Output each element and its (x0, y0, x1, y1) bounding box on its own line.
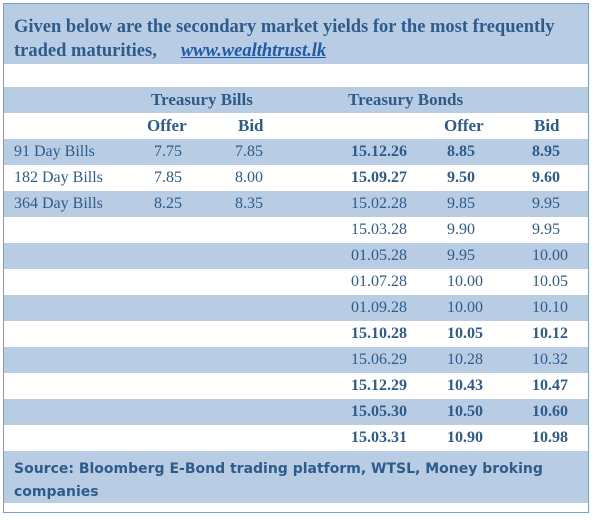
bond-maturity: 15.12.29 (351, 377, 407, 394)
table-row: 15.05.30 10.50 10.60 (4, 399, 588, 425)
bond-offer: 9.95 (447, 247, 475, 264)
spacer-row (4, 64, 588, 87)
bills-bid-header: Bid (238, 116, 264, 135)
bond-maturity: 15.06.29 (351, 351, 407, 368)
website-link[interactable]: www.wealthtrust.lk (180, 41, 327, 61)
bond-bid: 10.10 (532, 299, 568, 316)
table-row: 15.12.29 10.43 10.47 (4, 373, 588, 399)
bill-label: 91 Day Bills (14, 143, 95, 160)
bond-maturity: 15.02.28 (351, 195, 407, 212)
table-row: 15.03.31 10.90 10.98 (4, 425, 588, 451)
bill-offer: 8.25 (154, 195, 182, 212)
bond-offer: 8.85 (447, 143, 475, 160)
bond-offer: 10.00 (447, 299, 483, 316)
bond-bid: 9.95 (532, 195, 560, 212)
bond-offer: 9.85 (447, 195, 475, 212)
bond-bid: 10.00 (532, 247, 568, 264)
bond-maturity: 15.12.26 (351, 143, 407, 160)
bill-bid: 7.85 (235, 143, 263, 160)
table-header: Given below are the secondary market yie… (4, 4, 588, 64)
bond-bid: 10.12 (532, 325, 568, 342)
bond-offer: 10.05 (447, 325, 483, 342)
yields-table: Given below are the secondary market yie… (3, 3, 589, 513)
bond-maturity: 15.03.31 (351, 429, 407, 446)
bond-offer: 10.90 (447, 429, 483, 446)
bond-maturity: 15.05.30 (351, 403, 407, 420)
group-header-row: Treasury Bills Treasury Bonds (4, 87, 588, 113)
bonds-offer-header: Offer (444, 116, 484, 135)
bond-offer: 9.50 (447, 169, 475, 186)
bond-maturity: 15.09.27 (351, 169, 407, 186)
bond-bid: 10.98 (532, 429, 568, 446)
source-note: Source: Bloomberg E-Bond trading platfor… (14, 461, 543, 500)
bill-bid: 8.35 (235, 195, 263, 212)
bond-offer: 9.90 (447, 221, 475, 238)
bond-bid: 10.05 (532, 273, 568, 290)
table-footer: Source: Bloomberg E-Bond trading platfor… (4, 451, 588, 503)
bill-offer: 7.85 (154, 169, 182, 186)
treasury-bills-heading: Treasury Bills (151, 90, 253, 109)
table-row: 364 Day Bills 8.25 8.35 15.02.28 9.85 9.95 (4, 191, 588, 217)
bond-bid: 9.95 (532, 221, 560, 238)
bill-label: 182 Day Bills (14, 169, 103, 186)
treasury-bonds-heading: Treasury Bonds (348, 90, 464, 109)
bond-maturity: 01.09.28 (351, 299, 407, 316)
bond-offer: 10.28 (447, 351, 483, 368)
table-row: 01.05.28 9.95 10.00 (4, 243, 588, 269)
bond-offer: 10.43 (447, 377, 483, 394)
table-row: 15.03.28 9.90 9.95 (4, 217, 588, 243)
bills-offer-header: Offer (147, 116, 187, 135)
bond-maturity: 15.03.28 (351, 221, 407, 238)
bonds-bid-header: Bid (534, 116, 560, 135)
table-body: 91 Day Bills 7.75 7.85 15.12.26 8.85 8.95 182 … (4, 139, 588, 451)
table-row: 01.09.28 10.00 10.10 (4, 295, 588, 321)
bond-bid: 8.95 (532, 143, 560, 160)
header-title: Given below are the secondary market yie… (14, 17, 555, 61)
table-row: 182 Day Bills 7.85 8.00 15.09.27 9.50 9.60 (4, 165, 588, 191)
table-row: 91 Day Bills 7.75 7.85 15.12.26 8.85 8.95 (4, 139, 588, 165)
bond-bid: 10.32 (532, 351, 568, 368)
bond-maturity: 01.05.28 (351, 247, 407, 264)
table-row: 15.10.28 10.05 10.12 (4, 321, 588, 347)
table-row: 15.06.29 10.28 10.32 (4, 347, 588, 373)
table-row: 01.07.28 10.00 10.05 (4, 269, 588, 295)
bill-offer: 7.75 (154, 143, 182, 160)
bond-maturity: 15.10.28 (351, 325, 407, 342)
bond-offer: 10.00 (447, 273, 483, 290)
bond-maturity: 01.07.28 (351, 273, 407, 290)
bond-bid: 10.60 (532, 403, 568, 420)
column-header-row: Offer Bid Offer Bid (4, 113, 588, 139)
bond-bid: 10.47 (532, 377, 568, 394)
bond-bid: 9.60 (532, 169, 560, 186)
bill-bid: 8.00 (235, 169, 263, 186)
bill-label: 364 Day Bills (14, 195, 103, 212)
bond-offer: 10.50 (447, 403, 483, 420)
